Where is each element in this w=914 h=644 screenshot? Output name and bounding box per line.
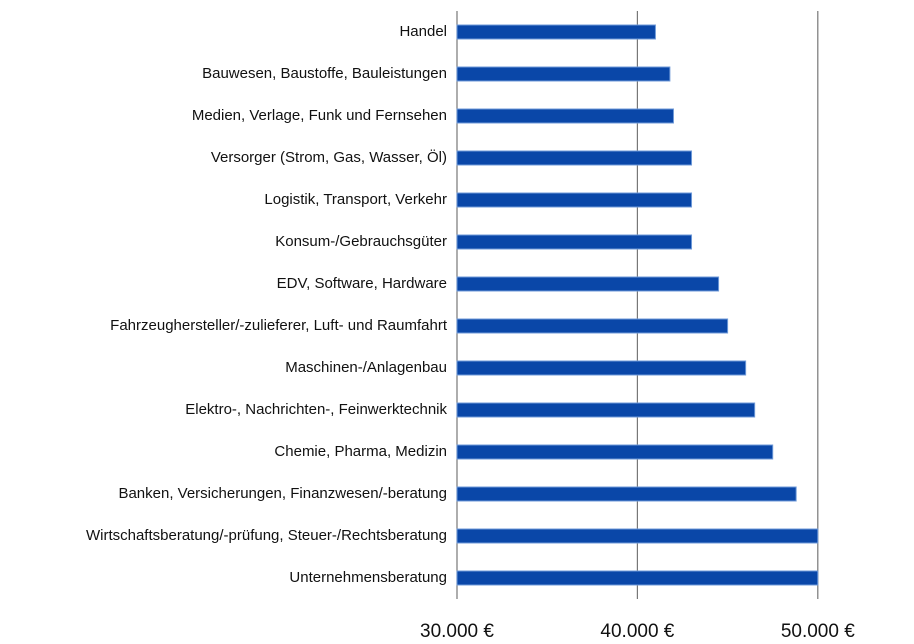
bar	[456, 402, 756, 418]
y-tick-label: Banken, Versicherungen, Finanzwesen/-ber…	[118, 485, 447, 502]
bar	[456, 276, 720, 292]
y-tick-label: Medien, Verlage, Funk und Fernsehen	[192, 107, 447, 124]
y-tick-label: Bauwesen, Baustoffe, Bauleistungen	[202, 65, 447, 82]
y-tick-label: Elektro-, Nachrichten-, Feinwerktechnik	[185, 401, 447, 418]
bar	[456, 66, 671, 82]
bar	[456, 24, 656, 40]
y-tick-label: Handel	[399, 23, 447, 40]
bar	[456, 108, 674, 124]
bar	[456, 486, 797, 502]
bar	[456, 192, 693, 208]
bar	[456, 444, 774, 460]
y-tick-label: Versorger (Strom, Gas, Wasser, Öl)	[211, 148, 447, 166]
x-tick-label: 30.000 €	[420, 621, 494, 642]
bar	[456, 318, 729, 334]
x-tick-label: 40.000 €	[600, 621, 674, 642]
y-tick-label: Konsum-/Gebrauchsgüter	[275, 233, 447, 250]
bar	[456, 234, 693, 250]
x-tick-label: 50.000 €	[781, 621, 855, 642]
bar	[456, 570, 819, 586]
y-tick-label: Fahrzeughersteller/-zulieferer, Luft- un…	[110, 317, 448, 334]
bar	[456, 528, 819, 544]
y-tick-label: EDV, Software, Hardware	[277, 275, 447, 292]
bar	[456, 360, 747, 376]
y-tick-label: Logistik, Transport, Verkehr	[264, 191, 447, 208]
y-tick-label: Unternehmensberatung	[289, 569, 447, 586]
y-tick-label: Chemie, Pharma, Medizin	[274, 443, 447, 460]
bar	[456, 150, 693, 166]
y-tick-label: Wirtschaftsberatung/-prüfung, Steuer-/Re…	[86, 527, 447, 544]
y-tick-label: Maschinen-/Anlagenbau	[285, 359, 447, 376]
